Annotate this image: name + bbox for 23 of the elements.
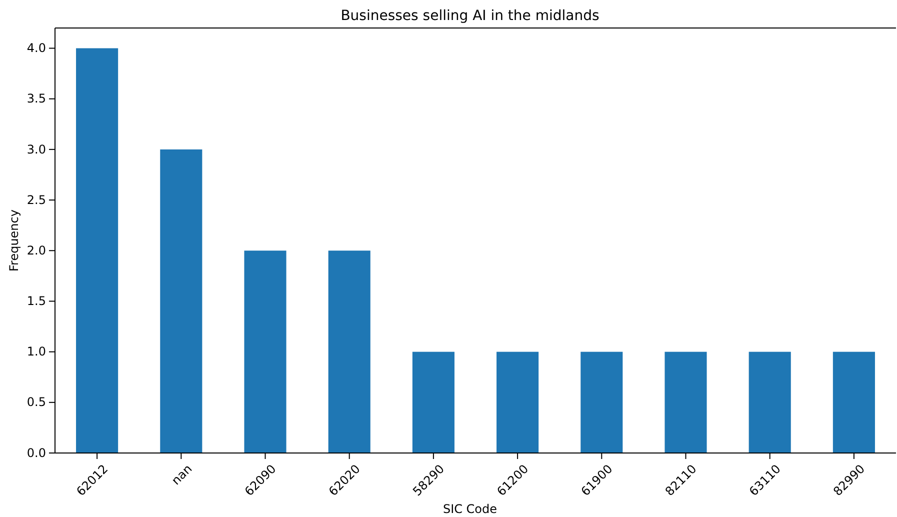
y-tick-label: 2.0 [26,243,46,258]
y-tick-label: 2.5 [26,192,46,207]
bar [76,48,118,453]
chart-title: Businesses selling AI in the midlands [340,8,600,24]
y-tick-label: 3.0 [26,142,46,156]
bar [328,250,370,453]
bar [832,352,875,453]
x-axis-title: SIC Code [442,502,498,516]
y-tick-label: 4.0 [26,41,46,56]
y-tick-label: 1.0 [26,344,46,359]
bar [580,352,623,453]
bar [748,352,791,453]
y-tick-label: 0.0 [26,446,46,460]
y-tick-label: 3.5 [26,92,46,106]
bar [412,352,454,453]
y-tick-label: 1.5 [26,294,46,308]
y-tick-label: 0.5 [26,395,46,410]
y-axis-title: Frequency [7,210,21,272]
bar [244,250,286,453]
bar [496,352,539,453]
x-tick-label: nan [168,462,195,488]
bar [160,149,202,453]
bar [664,352,707,453]
